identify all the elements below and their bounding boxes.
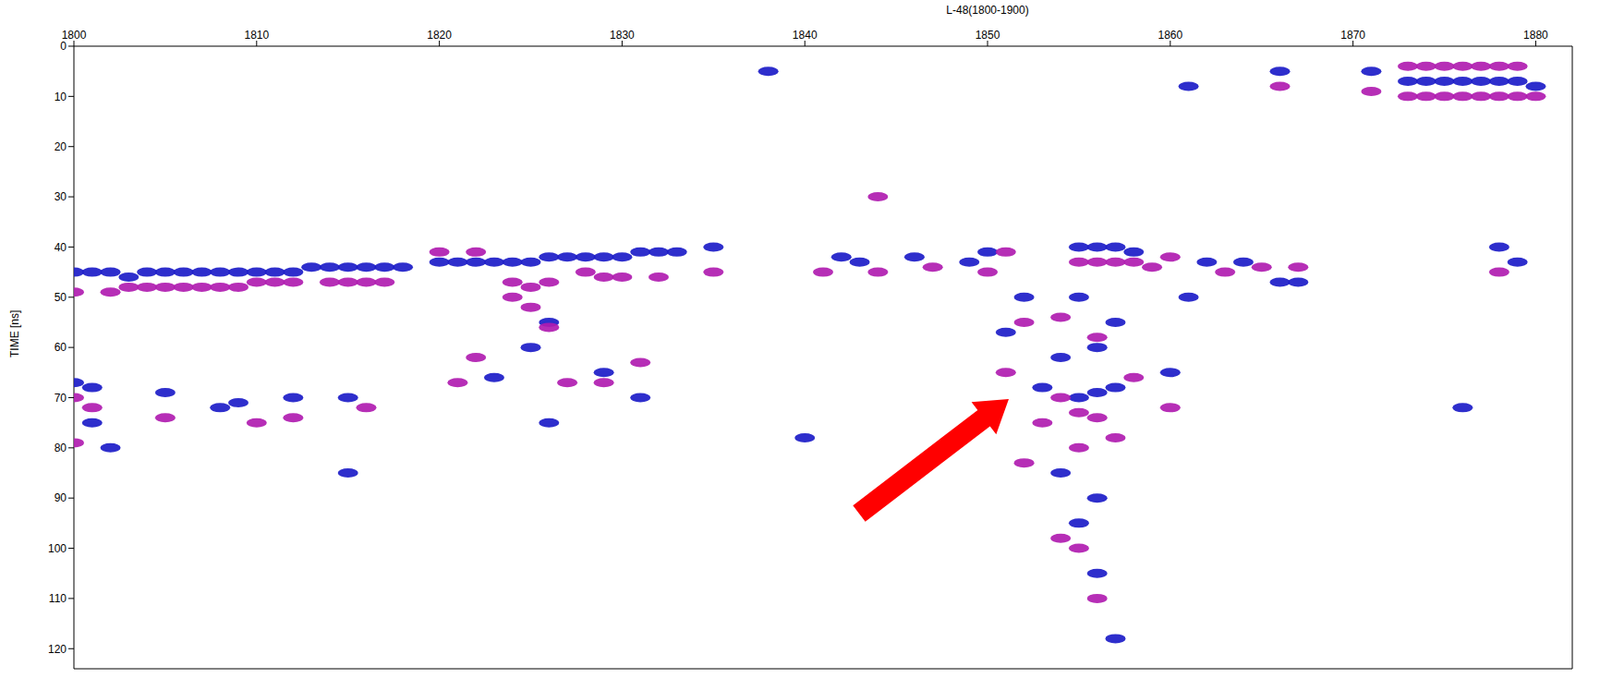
svg-text:1850: 1850 — [975, 28, 1001, 42]
svg-text:1880: 1880 — [1523, 28, 1549, 42]
svg-text:1830: 1830 — [609, 28, 635, 42]
svg-text:90: 90 — [54, 491, 68, 505]
svg-text:1860: 1860 — [1157, 28, 1183, 42]
svg-text:30: 30 — [54, 190, 68, 204]
svg-text:50: 50 — [54, 290, 68, 304]
svg-text:70: 70 — [54, 391, 68, 405]
svg-text:80: 80 — [54, 441, 68, 455]
svg-text:1840: 1840 — [792, 28, 818, 42]
svg-text:20: 20 — [54, 140, 68, 154]
svg-text:1810: 1810 — [243, 28, 269, 42]
svg-text:1870: 1870 — [1340, 28, 1366, 42]
svg-text:60: 60 — [54, 340, 68, 354]
svg-text:110: 110 — [48, 592, 67, 606]
svg-text:40: 40 — [54, 241, 68, 255]
svg-text:0: 0 — [60, 39, 67, 53]
svg-text:120: 120 — [48, 642, 67, 656]
svg-text:10: 10 — [54, 90, 68, 104]
svg-text:1800: 1800 — [61, 28, 87, 42]
svg-text:1820: 1820 — [426, 28, 452, 42]
svg-text:100: 100 — [48, 542, 67, 556]
svg-text:TIME [ns]: TIME [ns] — [8, 310, 22, 358]
html-text:L-48(1800-1900): L-48(1800-1900) — [946, 3, 1029, 17]
